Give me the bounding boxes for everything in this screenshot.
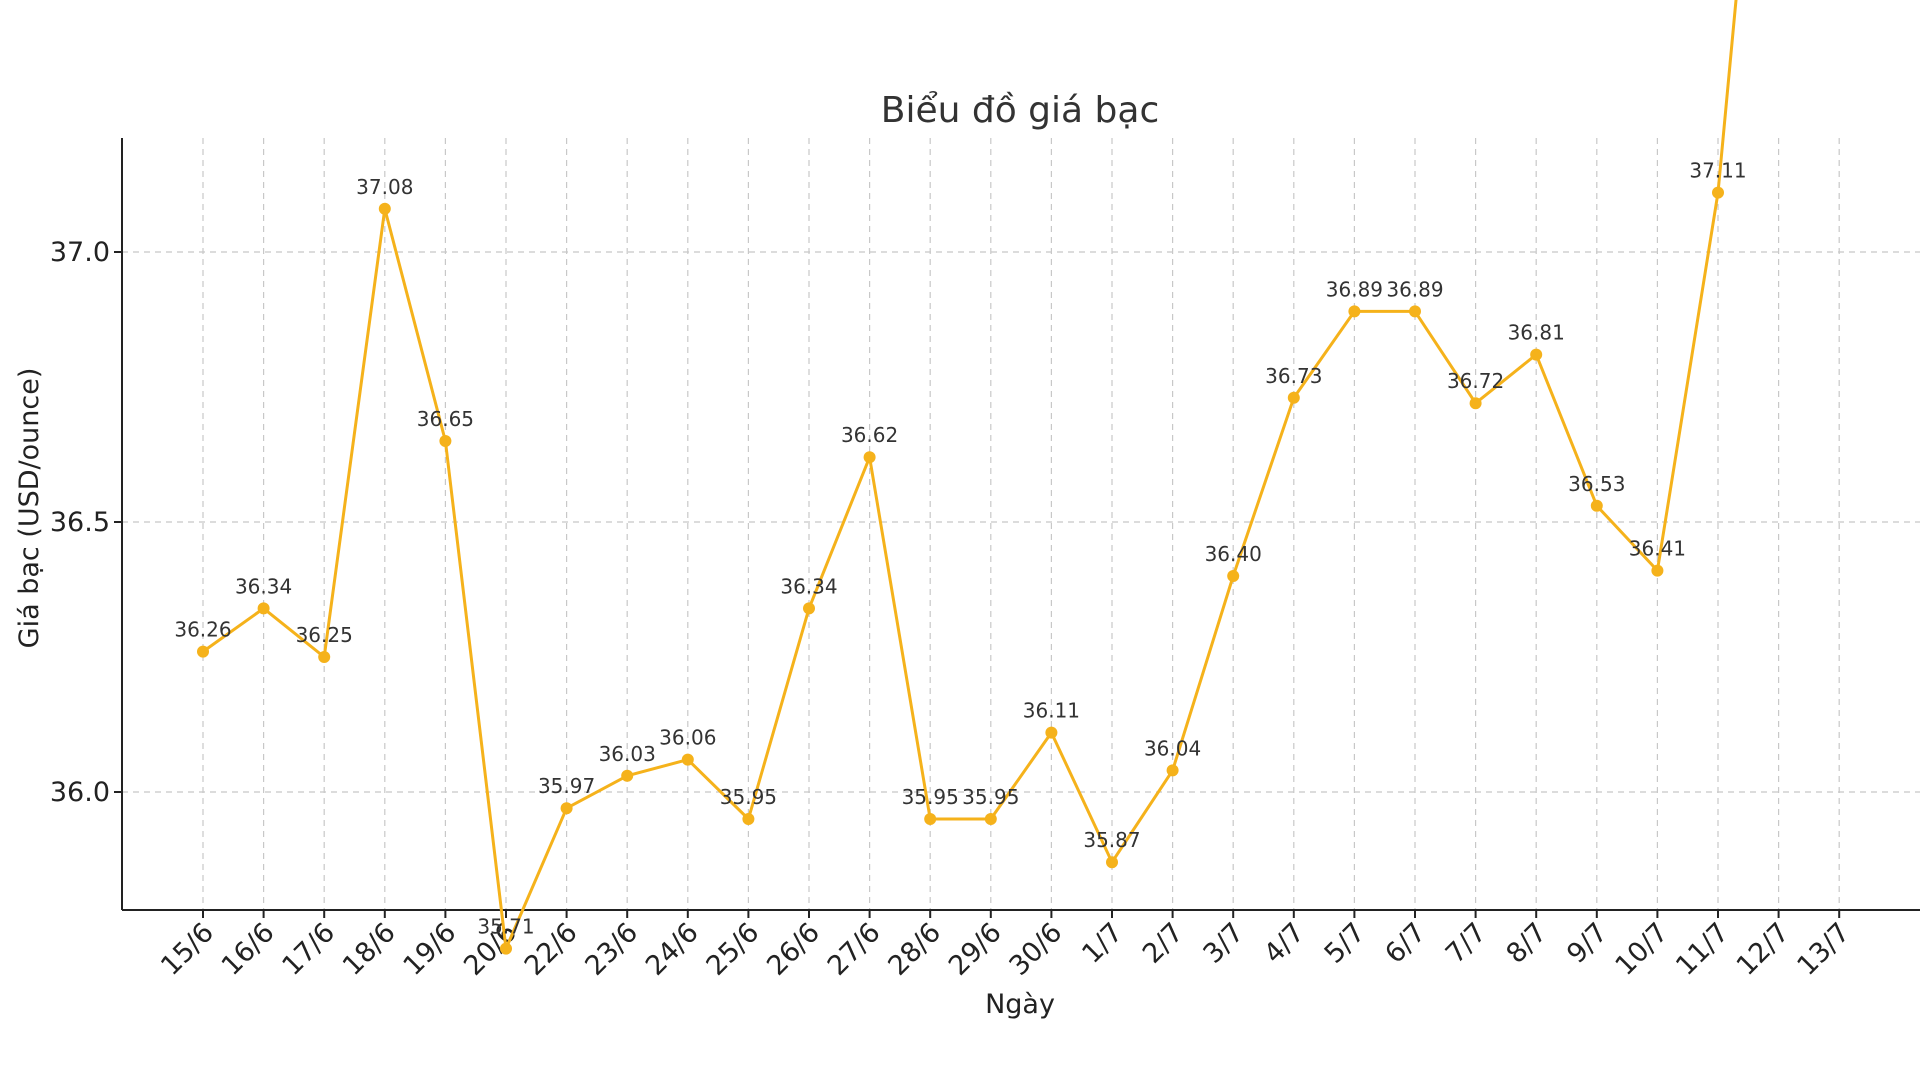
data-label: 36.62 (841, 423, 898, 447)
data-label: 36.34 (235, 574, 292, 598)
data-point (1409, 305, 1421, 318)
x-tick-label: 3/7 (1198, 917, 1251, 970)
data-label: 36.65 (417, 407, 474, 431)
data-label: 35.95 (720, 785, 777, 809)
data-point (1348, 305, 1361, 318)
x-tick-label: 9/7 (1561, 917, 1614, 970)
y-axis-title: Giá bạc (USD/ounce) (14, 368, 45, 649)
x-tick-label: 17/6 (276, 917, 341, 982)
data-point (378, 202, 391, 215)
data-point (197, 645, 209, 658)
data-label: 37.08 (356, 175, 413, 199)
data-label: 36.41 (1629, 537, 1686, 561)
data-label: 36.04 (1144, 736, 1201, 760)
data-label: 36.03 (599, 742, 656, 766)
data-label: 36.89 (1386, 277, 1443, 301)
data-label: 36.11 (1023, 699, 1080, 723)
data-label: 36.73 (1265, 364, 1322, 388)
data-point (1166, 764, 1179, 777)
data-label: 36.06 (659, 726, 716, 750)
data-point (1287, 391, 1300, 404)
data-label: 37.11 (1689, 159, 1746, 183)
data-point (1045, 726, 1058, 739)
data-point (742, 813, 755, 825)
data-label: 35.95 (902, 785, 959, 809)
data-point (924, 813, 937, 825)
x-tick-label: 7/7 (1440, 917, 1493, 970)
data-label: 36.34 (780, 574, 837, 598)
data-point (500, 942, 512, 955)
x-axis-title: Ngày (985, 989, 1055, 1020)
data-point (1590, 499, 1603, 512)
data-point (681, 753, 694, 766)
x-tick-label: 2/7 (1137, 917, 1190, 970)
data-point (439, 435, 452, 447)
data-point (1106, 856, 1118, 869)
data-labels: 36.2636.3436.2537.0836.6535.7135.9736.03… (174, 159, 1746, 939)
y-tick-label: 37.0 (50, 237, 110, 268)
y-tick-label: 36.0 (50, 777, 110, 808)
x-tick-label: 27/6 (822, 917, 887, 982)
data-label: 36.72 (1447, 369, 1504, 393)
data-label: 35.97 (538, 774, 595, 798)
x-tick-label: 10/7 (1610, 917, 1675, 982)
x-tick-label: 23/6 (579, 917, 644, 982)
x-tick-label: 4/7 (1258, 917, 1311, 970)
x-tick-label: 18/6 (337, 917, 402, 982)
x-tick-label: 26/6 (761, 917, 826, 982)
x-tick-label: 30/6 (1004, 917, 1069, 982)
data-label: 35.71 (477, 915, 534, 939)
series-line (202, 0, 1738, 951)
data-point (257, 602, 270, 615)
data-point (1651, 564, 1664, 577)
x-tick-label: 5/7 (1319, 917, 1372, 970)
x-tick-label: 25/6 (701, 917, 766, 982)
data-point (1227, 570, 1240, 582)
y-tick-label: 36.5 (50, 507, 110, 538)
data-point (984, 813, 997, 825)
x-tick-label: 8/7 (1501, 917, 1554, 970)
data-point (1712, 186, 1724, 199)
x-tick-label: 1/7 (1076, 917, 1129, 970)
data-point (621, 769, 634, 782)
axes: 36.037.537.036.538.015/616/617/618/619/6… (50, 138, 1920, 982)
data-point (318, 651, 331, 663)
x-tick-label: 6/7 (1379, 917, 1432, 970)
x-tick-label: 29/6 (943, 917, 1008, 982)
data-label: 35.87 (1083, 828, 1140, 852)
data-point (1469, 397, 1482, 410)
x-tick-label: 16/6 (216, 917, 281, 982)
data-label: 35.95 (962, 785, 1019, 809)
data-label: 36.25 (296, 623, 353, 647)
x-tick-label: 11/7 (1670, 917, 1735, 982)
data-label: 36.26 (174, 618, 231, 642)
data-label: 36.40 (1205, 542, 1262, 566)
data-label: 36.89 (1326, 277, 1383, 301)
x-tick-label: 28/6 (882, 917, 947, 982)
data-point (560, 802, 573, 815)
data-label: 36.81 (1508, 321, 1565, 345)
x-tick-label: 13/7 (1791, 917, 1856, 982)
data-point (803, 602, 815, 615)
series-silver-price (197, 0, 1738, 955)
x-tick-label: 19/6 (398, 917, 463, 982)
x-tick-label: 12/7 (1731, 917, 1796, 982)
chart-title: Biểu đồ giá bạc (881, 90, 1160, 131)
data-point (863, 451, 876, 464)
data-label: 36.53 (1568, 472, 1625, 496)
x-tick-label: 24/6 (640, 917, 705, 982)
x-tick-label: 15/6 (155, 917, 220, 982)
data-point (1530, 348, 1543, 361)
